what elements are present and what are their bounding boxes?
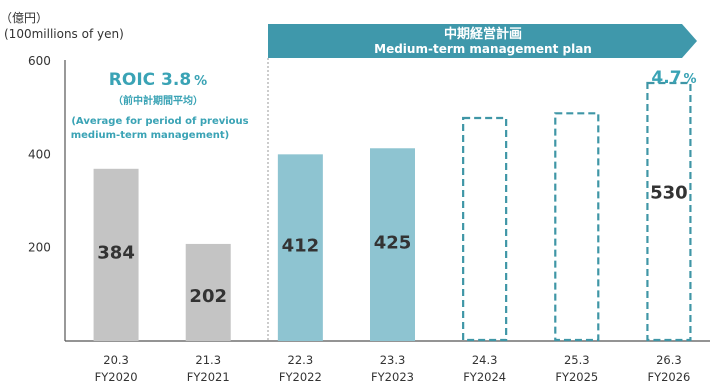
roic-percent: % <box>194 74 207 89</box>
unit-label-jp: （億円） <box>0 11 48 25</box>
bar-value-label: 384 <box>97 242 135 263</box>
svg-text:ROIC 3.8%: ROIC 3.8% <box>109 70 207 90</box>
plan-banner-title-en: Medium-term management plan <box>374 42 592 56</box>
bar-value-label: 530 <box>650 183 688 204</box>
x-tick-label: 23.3 <box>380 353 406 367</box>
x-tick-fiscal-year: FY2020 <box>95 370 138 384</box>
plan-banner: 中期経営計画 Medium-term management plan <box>268 24 697 58</box>
roic-note-line2: medium-term management) <box>71 130 230 141</box>
bar-value-label: 202 <box>189 286 227 307</box>
target-roic: 4.7% <box>651 68 696 88</box>
y-tick-label: 200 <box>28 241 51 255</box>
x-tick-label: 20.3 <box>103 353 129 367</box>
x-tick-fiscal-year: FY2021 <box>187 370 230 384</box>
plan-banner-arrow <box>268 24 697 58</box>
y-axis-ticks: 200 400 600 <box>28 54 51 255</box>
bar-fy2021 <box>185 243 231 341</box>
x-tick-fiscal-year: FY2023 <box>371 370 414 384</box>
bar-fy2026 <box>646 81 692 342</box>
plan-banner-title-jp: 中期経営計画 <box>444 26 522 42</box>
bar-series: 384 202 412 425 530 <box>93 81 692 342</box>
y-tick-label: 600 <box>28 54 51 68</box>
x-tick-label: 21.3 <box>195 353 221 367</box>
bar-fy2020 <box>93 168 139 341</box>
roic-label: ROIC 3.8 <box>109 70 191 90</box>
x-tick-fiscal-year: FY2022 <box>279 370 322 384</box>
bar-value-label: 412 <box>282 235 320 256</box>
roic-subtitle-jp: （前中計期間平均） <box>113 94 203 107</box>
x-tick-label: 22.3 <box>288 353 314 367</box>
target-roic-percent: % <box>684 72 697 87</box>
x-tick-fiscal-year: FY2026 <box>647 370 690 384</box>
x-tick-label: 25.3 <box>564 353 590 367</box>
target-roic-value: 4.7 <box>651 68 681 88</box>
x-axis-labels: 20.3 FY2020 21.3 FY2021 22.3 FY2022 23.3 FY2023… <box>95 353 691 384</box>
x-tick-fiscal-year: FY2025 <box>555 370 598 384</box>
x-tick-label: 26.3 <box>656 353 682 367</box>
bar-fy2022 <box>277 154 323 341</box>
bar-fy2023 <box>370 148 415 341</box>
bar-value-label: 425 <box>374 232 412 253</box>
x-tick-fiscal-year: FY2024 <box>463 370 506 384</box>
bar-fy2025 <box>554 112 600 342</box>
roic-note-line1: (Average for period of previous <box>71 116 248 127</box>
roic-annotation: ROIC 3.8% （前中計期間平均） (Average for period … <box>71 70 249 141</box>
unit-label-en: (100millions of yen) <box>4 27 124 41</box>
y-tick-label: 400 <box>28 147 51 161</box>
x-tick-label: 24.3 <box>472 353 498 367</box>
bar-fy2024 <box>462 116 508 342</box>
